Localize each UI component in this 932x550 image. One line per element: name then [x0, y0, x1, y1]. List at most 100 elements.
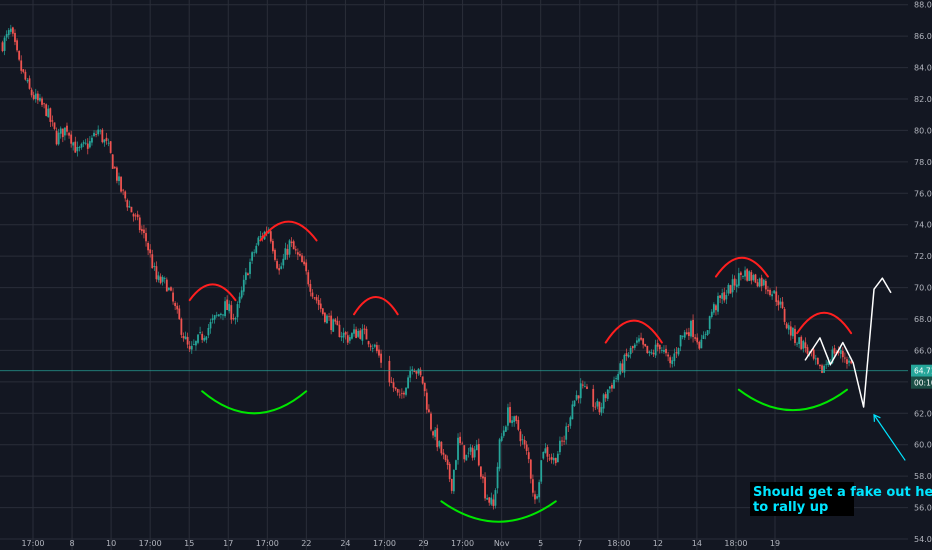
- candle-body: [640, 337, 642, 340]
- x-tick-label: 7: [577, 539, 582, 548]
- candle-body: [848, 360, 850, 363]
- candle-body: [844, 357, 846, 359]
- candle-body: [70, 134, 73, 144]
- candle-body: [417, 368, 420, 374]
- candle-body: [199, 332, 201, 334]
- candle-body: [827, 361, 830, 366]
- candle-body: [346, 335, 349, 343]
- candle-body: [299, 253, 301, 256]
- candle-body: [236, 304, 239, 318]
- candle-body: [800, 336, 803, 350]
- candle-body: [767, 289, 769, 292]
- candle-body: [710, 311, 713, 317]
- candle-body: [477, 443, 480, 466]
- candle-body: [155, 266, 158, 280]
- candle-body: [220, 313, 222, 315]
- candle-body: [789, 326, 792, 336]
- candle-body: [764, 280, 767, 290]
- candle-body: [170, 287, 172, 291]
- candle-body: [440, 441, 443, 454]
- candle-body: [760, 277, 763, 287]
- candle-body: [122, 189, 125, 191]
- candle-body: [118, 176, 120, 182]
- candle-body: [326, 315, 328, 324]
- candle-body: [500, 436, 503, 441]
- resistance-arc: [188, 283, 237, 302]
- time-axis[interactable]: 17:00 8 10 17:00 15 17 17:00 22 24 17:00 29 17:00 No…: [21, 539, 780, 548]
- candle-body: [12, 27, 14, 34]
- candle-body: [496, 466, 499, 489]
- candle-body: [769, 289, 771, 296]
- candle-body: [729, 285, 732, 294]
- x-tick-label: 5: [538, 539, 543, 548]
- candle-body: [113, 167, 116, 169]
- support-arc: [201, 390, 308, 415]
- candle-body: [613, 379, 615, 389]
- resistance-arc: [604, 319, 663, 344]
- candle-body: [480, 466, 482, 477]
- candle-body: [74, 141, 77, 153]
- candle-body: [93, 132, 95, 137]
- candle-body: [145, 233, 147, 242]
- candle-body: [573, 400, 576, 407]
- candle-body: [604, 394, 607, 399]
- x-tick-label: 17:00: [21, 539, 44, 548]
- candle-body: [313, 297, 316, 299]
- candle-body: [552, 457, 555, 461]
- candle-body: [513, 416, 516, 423]
- candle-body: [303, 261, 305, 265]
- candle-body: [621, 363, 624, 372]
- candle-body: [775, 291, 778, 302]
- x-tick-label: 24: [340, 539, 350, 548]
- candle-body: [134, 215, 137, 217]
- candle-body: [201, 333, 204, 340]
- candle-body: [434, 429, 437, 437]
- y-tick-label: 74.00: [914, 221, 932, 230]
- candle-body: [565, 426, 568, 440]
- candle-body: [321, 308, 324, 315]
- candle-body: [436, 428, 439, 448]
- candle-body: [665, 348, 667, 354]
- candle-body: [586, 386, 588, 389]
- candle-body: [136, 214, 139, 218]
- candle-body: [361, 329, 364, 341]
- candle-body: [546, 447, 549, 457]
- candle-body: [696, 337, 699, 343]
- support-arc: [440, 500, 557, 523]
- candle-body: [165, 279, 168, 292]
- candle-body: [746, 269, 749, 281]
- candle-body: [149, 249, 152, 254]
- candle-body: [28, 78, 31, 89]
- candle-body: [740, 272, 742, 275]
- x-tick-label: 12: [653, 539, 663, 548]
- candle-body: [180, 318, 183, 335]
- candle-body: [646, 345, 649, 354]
- candle-body: [704, 334, 707, 335]
- countdown-badge-background: [911, 376, 932, 389]
- candle-body: [359, 330, 362, 339]
- candle-body: [278, 268, 281, 271]
- candle-body: [88, 141, 91, 148]
- candle-body: [517, 420, 520, 430]
- candle-body: [172, 292, 174, 302]
- candle-body: [91, 137, 93, 143]
- candle-body: [712, 304, 715, 313]
- candle-body: [109, 141, 112, 153]
- candle-body: [47, 108, 50, 118]
- candle-body: [735, 284, 738, 288]
- candle-body: [132, 213, 135, 217]
- candle-body: [733, 278, 736, 286]
- candle-body: [215, 314, 218, 316]
- candle-body: [138, 217, 141, 231]
- candle-body: [529, 459, 532, 479]
- candle-body: [756, 282, 759, 287]
- candle-body: [324, 312, 326, 323]
- candle-body: [577, 395, 580, 399]
- candle-body: [409, 370, 412, 378]
- candle-body: [332, 319, 335, 332]
- candle-body: [380, 353, 382, 363]
- candle-body: [101, 129, 104, 143]
- candle-body: [76, 147, 79, 152]
